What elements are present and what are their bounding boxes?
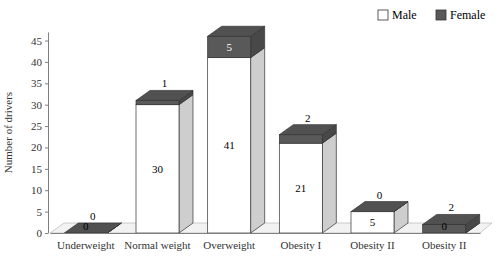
y-tick: 15 (31, 163, 48, 175)
y-axis-title: Number of drivers (2, 92, 14, 173)
y-tick: 20 (31, 141, 48, 153)
y-tick-mark (45, 105, 48, 106)
bar-side (322, 133, 336, 233)
bar-segment (136, 90, 193, 104)
legend-label: Female (450, 8, 485, 22)
data-label: 41 (224, 139, 235, 151)
bar-segment (208, 48, 265, 233)
legend-swatch (436, 10, 446, 20)
y-tick-mark (45, 190, 48, 191)
bar-segment (351, 202, 408, 212)
chart: 030412150015202051015202530354045Underwe… (0, 0, 500, 268)
data-label: 5 (370, 216, 376, 228)
bar-segment (64, 223, 121, 233)
bar-side (179, 95, 193, 233)
bar-segment (136, 95, 193, 233)
y-tick: 25 (31, 120, 48, 132)
data-label: 30 (152, 163, 164, 175)
y-tick-label: 30 (31, 99, 43, 111)
y-tick-label: 35 (31, 77, 43, 89)
y-tick: 30 (31, 99, 48, 111)
data-label: 0 (90, 210, 96, 222)
x-tick: Obesity II (350, 233, 395, 251)
legend: Male Female (378, 8, 485, 22)
bar (279, 143, 322, 233)
bar-segment (279, 133, 336, 233)
data-label: 0 (377, 189, 383, 201)
bar (136, 105, 179, 233)
x-tick-label: Overweight (203, 239, 255, 251)
y-tick-mark (45, 41, 48, 42)
bar-segment (351, 202, 408, 233)
x-tick: Obesity I (281, 233, 322, 251)
y-tick-label: 5 (37, 206, 43, 218)
x-tick: Normal weight (124, 233, 190, 251)
data-label: 21 (295, 182, 306, 194)
bar-top (208, 26, 265, 36)
x-tick-label: Normal weight (124, 239, 190, 251)
y-axis-line (48, 33, 49, 234)
bar (208, 58, 251, 233)
data-label: 0 (83, 220, 89, 232)
data-label: 2 (305, 112, 311, 124)
bar-segment (279, 125, 336, 144)
data-label: 0 (441, 220, 447, 232)
y-axis: 0 5 10 15 20 25 30 35 40 45 (31, 33, 49, 240)
y-tick: 10 (31, 184, 48, 196)
y-tick-mark (45, 233, 48, 234)
data-label: 5 (226, 41, 232, 53)
y-tick-mark (45, 126, 48, 127)
bar-top (136, 90, 193, 100)
bar-segment (423, 214, 480, 233)
data-label: 2 (448, 201, 454, 213)
bar-top (423, 214, 480, 224)
y-tick-label: 10 (31, 184, 43, 196)
y-tick-mark (45, 169, 48, 170)
bar (136, 100, 179, 104)
y-tick-label: 15 (31, 163, 43, 175)
y-tick-mark (45, 147, 48, 148)
bar (351, 212, 394, 233)
y-tick-label: 40 (31, 56, 43, 68)
bar (279, 135, 322, 144)
x-tick-label: Obesity II (350, 239, 395, 251)
x-tick: Overweight (203, 233, 255, 251)
data-labels: 030412150015202 (83, 41, 454, 232)
y-tick: 5 (37, 206, 49, 218)
x-tick-label: Underweight (57, 239, 114, 251)
y-tick-label: 45 (31, 35, 43, 47)
y-tick-mark (45, 62, 48, 63)
legend-label: Male (392, 8, 417, 22)
legend-swatch (378, 10, 388, 20)
bars (64, 26, 479, 233)
y-tick: 45 (31, 35, 48, 47)
x-axis-line (51, 233, 481, 234)
y-tick-label: 0 (37, 227, 43, 239)
x-tick: Obesity II (422, 233, 467, 251)
data-label: 1 (162, 77, 168, 89)
y-tick-label: 20 (31, 141, 43, 153)
x-tick: Underweight (57, 233, 114, 251)
y-tick: 0 (37, 227, 49, 239)
bar-segment (208, 26, 265, 57)
bar-top (64, 223, 121, 233)
y-tick: 35 (31, 77, 48, 89)
y-tick: 40 (31, 56, 48, 68)
bar-top (351, 202, 408, 212)
bar-side (251, 48, 265, 233)
y-tick-mark (45, 212, 48, 213)
x-tick-label: Obesity II (422, 239, 467, 251)
y-tick-mark (45, 83, 48, 84)
x-tick-label: Obesity I (281, 239, 322, 251)
x-axis: Underweight Normal weight Overweight Obesit… (51, 233, 481, 251)
y-tick-label: 25 (31, 120, 43, 132)
bar (208, 36, 251, 57)
bar-top (279, 125, 336, 135)
